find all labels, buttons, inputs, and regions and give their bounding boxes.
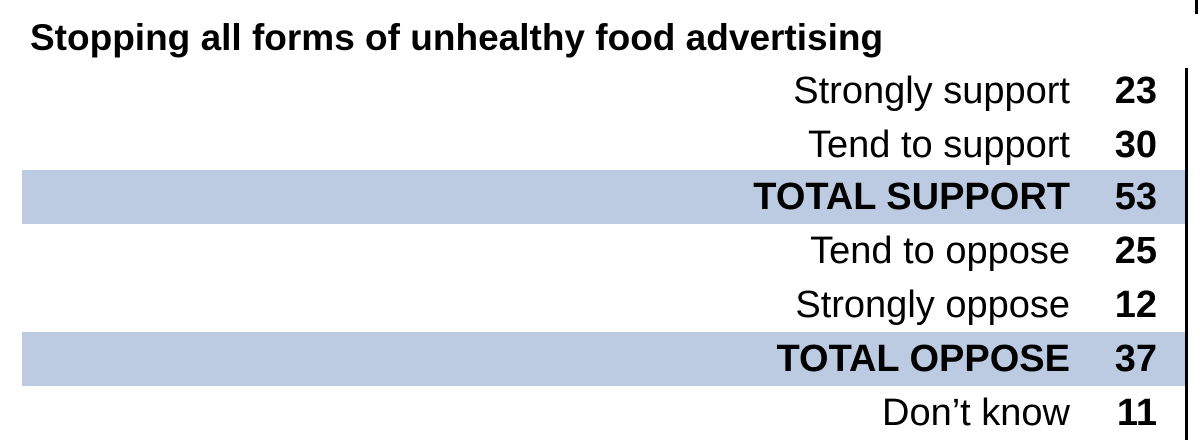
table-border-right (1185, 68, 1188, 440)
row-value: 23 (1114, 70, 1157, 112)
table-title: Stopping all forms of unhealthy food adv… (30, 17, 884, 58)
table-row-strongly-oppose: Strongly oppose 12 (22, 278, 1185, 332)
row-value: 11 (1116, 392, 1157, 434)
row-value: 12 (1114, 284, 1157, 326)
table-border-top (1195, 0, 1198, 14)
row-label: Tend to support (808, 124, 1070, 166)
row-value: 30 (1114, 124, 1157, 166)
row-label: Don’t know (882, 392, 1070, 434)
row-value: 25 (1114, 230, 1157, 272)
table-row-dont-know: Don’t know 11 (22, 386, 1185, 440)
table-row-total-support: TOTAL SUPPORT 53 (22, 170, 1185, 224)
table-row-tend-to-support: Tend to support 30 (22, 118, 1185, 172)
table-row-strongly-support: Strongly support 23 (22, 64, 1185, 118)
table-row-total-oppose: TOTAL OPPOSE 37 (22, 332, 1185, 386)
table-row-tend-to-oppose: Tend to oppose 25 (22, 224, 1185, 278)
row-value: 53 (1114, 176, 1157, 218)
row-label: Tend to oppose (810, 230, 1070, 272)
row-label: TOTAL OPPOSE (776, 338, 1071, 380)
row-label: TOTAL SUPPORT (753, 176, 1070, 218)
row-value: 37 (1114, 338, 1157, 380)
row-label: Strongly support (793, 70, 1070, 112)
row-label: Strongly oppose (795, 284, 1070, 326)
